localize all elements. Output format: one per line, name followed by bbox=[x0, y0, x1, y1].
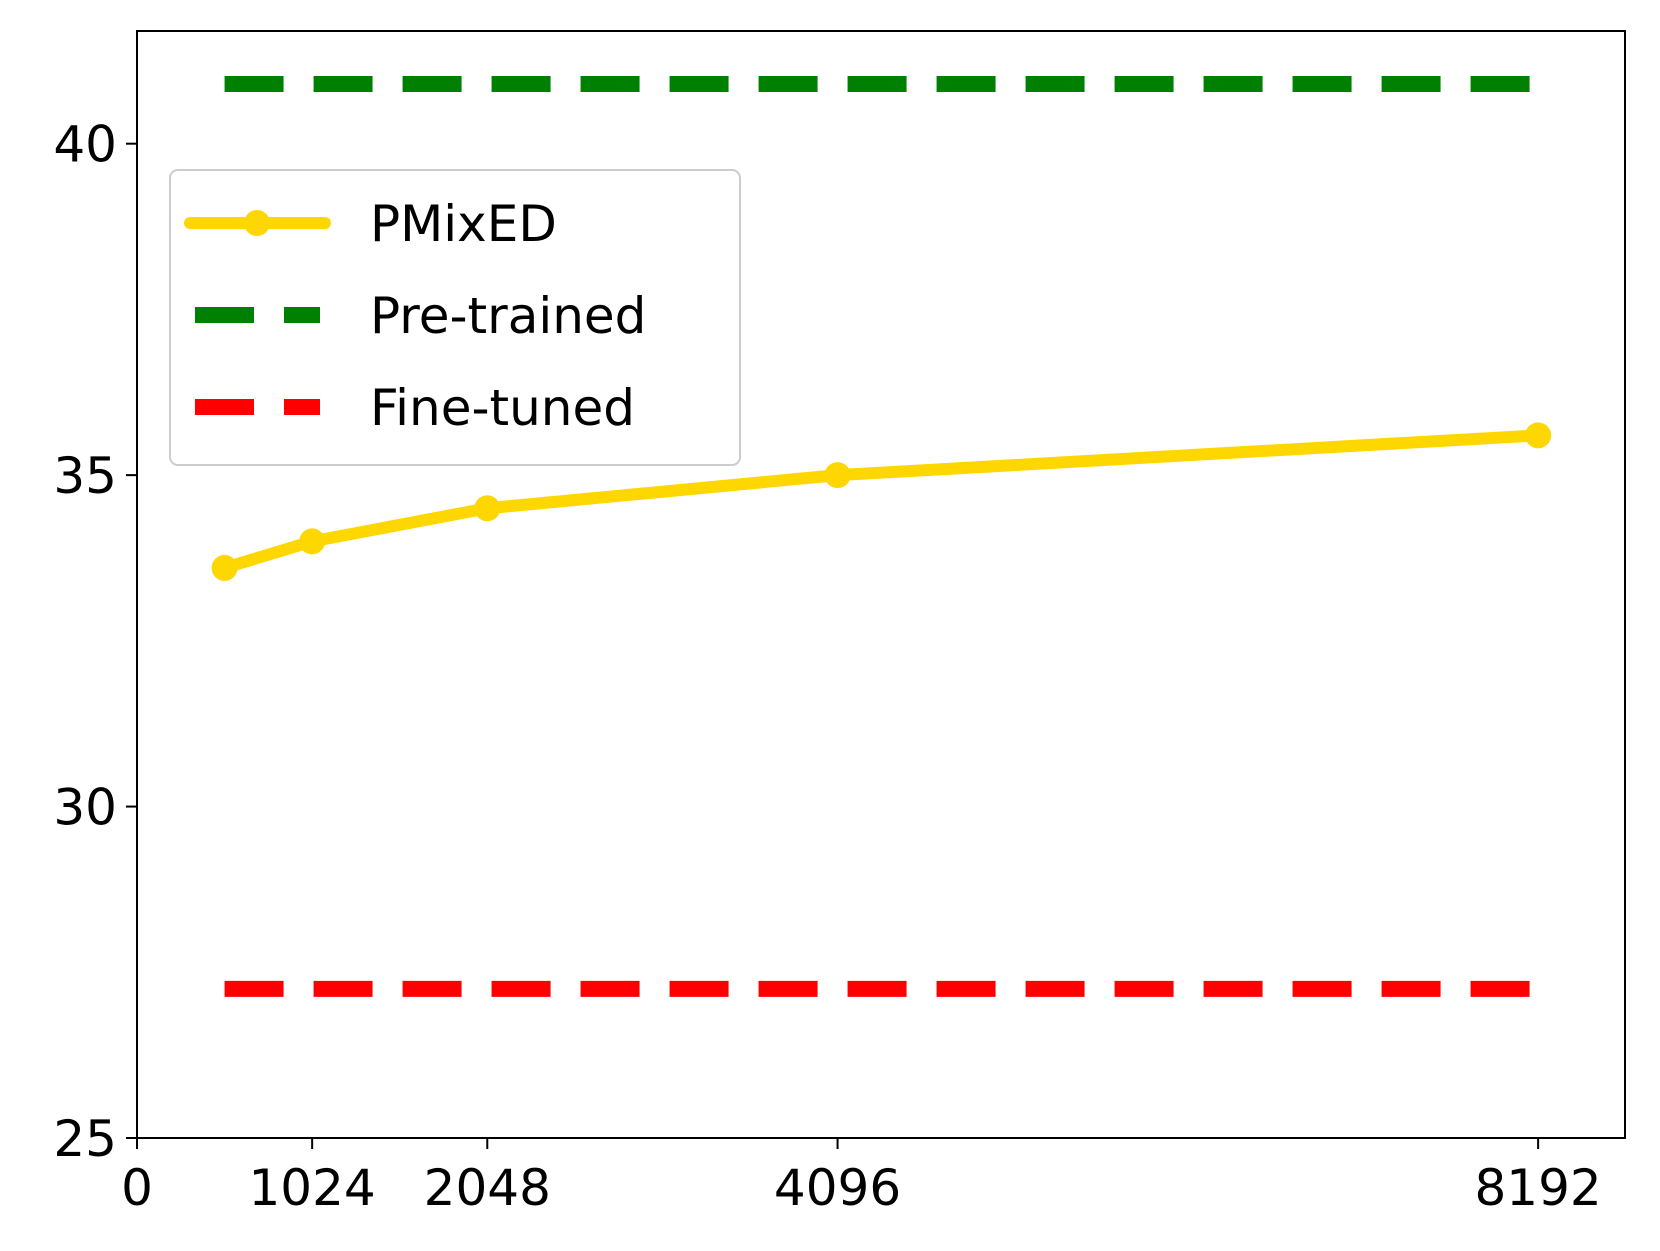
y-tick-label: 25 bbox=[53, 1110, 117, 1168]
x-tick-label: 1024 bbox=[249, 1159, 376, 1217]
fine-tuned-legend-label: Fine-tuned bbox=[370, 379, 635, 437]
x-tick-label: 2048 bbox=[424, 1159, 551, 1217]
axis-ticks: 0 1024 2048 4096 8192 25 30 35 40 bbox=[53, 116, 1601, 1217]
pre-trained-legend-label: Pre-trained bbox=[370, 287, 646, 345]
y-tick-label: 35 bbox=[53, 447, 117, 505]
legend: PMixED Pre-trained Fine-tuned bbox=[169, 169, 741, 466]
pmixed-data-point bbox=[211, 554, 238, 581]
pmixed-data-point bbox=[299, 528, 326, 555]
axes-frame bbox=[136, 30, 1626, 1139]
pmixed-data-point bbox=[474, 495, 501, 522]
y-tick-label: 40 bbox=[53, 116, 117, 174]
x-tick-label: 8192 bbox=[1474, 1159, 1601, 1217]
pmixed-legend-marker bbox=[244, 210, 270, 236]
pmixed-data-point bbox=[824, 462, 851, 489]
plot-marks bbox=[211, 76, 1552, 997]
pmixed-data-point bbox=[1525, 422, 1552, 449]
legend-box bbox=[169, 169, 741, 466]
x-tick-label: 4096 bbox=[774, 1159, 901, 1217]
x-tick-label: 0 bbox=[121, 1159, 153, 1217]
pmixed-legend-label: PMixED bbox=[370, 195, 557, 253]
y-tick-label: 30 bbox=[53, 779, 117, 837]
